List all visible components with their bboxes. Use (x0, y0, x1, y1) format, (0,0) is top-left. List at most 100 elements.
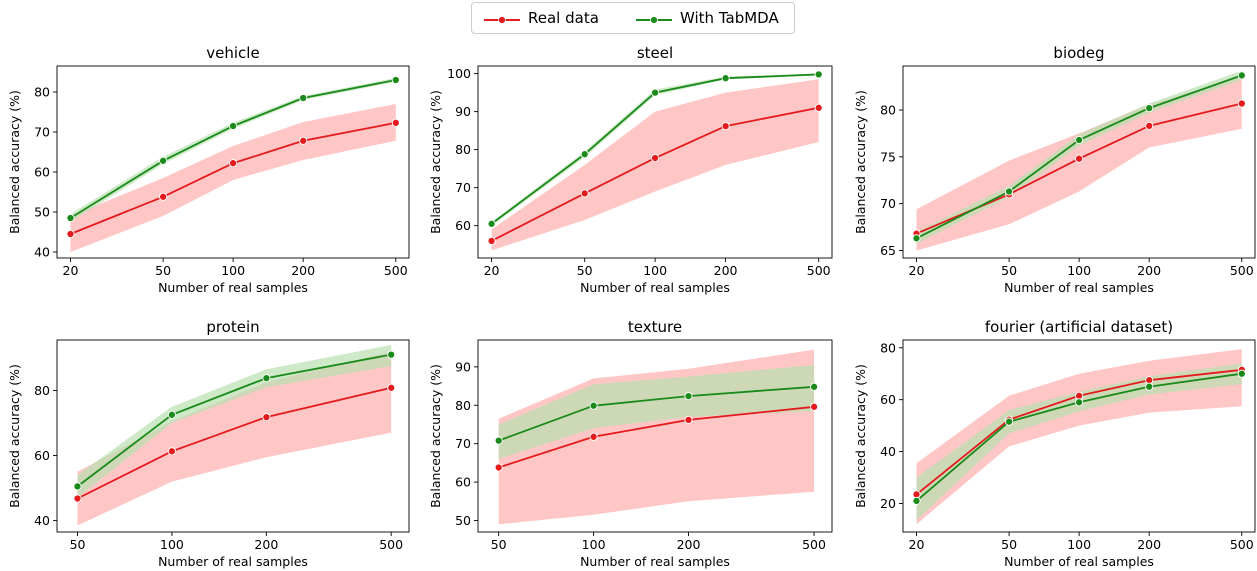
y-tick-label: 60 (455, 475, 471, 490)
legend-swatch-real (484, 16, 520, 24)
x-tick-label: 500 (1230, 263, 1254, 278)
series-line-real (498, 405, 815, 469)
data-point-real (167, 447, 176, 456)
x-tick-label: 20 (63, 263, 79, 278)
chart-panel-5: 20 50 100 200 500 20 40 60 80 fourier (artificial… (853, 318, 1256, 569)
legend-swatch-tabmda (636, 16, 672, 24)
chart-panel-0: 20 50 100 200 500 40 50 60 70 80 vehicle Number of … (7, 44, 410, 295)
axes-frame (56, 339, 410, 533)
data-point-real (494, 463, 503, 472)
y-tick-label: 80 (455, 142, 471, 157)
confidence-band-tabmda (498, 365, 815, 459)
y-tick-label: 80 (880, 340, 896, 355)
x-tick-label: 500 (807, 263, 831, 278)
chart-title: steel (637, 44, 673, 62)
x-axis-label: Number of real samples (580, 554, 730, 569)
x-axis-label: Number of real samples (1004, 280, 1154, 295)
legend: Real data With TabMDA (471, 2, 795, 34)
confidence-band-real (77, 351, 392, 526)
data-point-tabmda (721, 74, 730, 83)
x-tick-label: 100 (1067, 263, 1091, 278)
data-point-tabmda (912, 496, 921, 505)
x-tick-label: 50 (70, 537, 86, 552)
data-point-real (229, 159, 238, 168)
y-tick-label: 70 (455, 180, 471, 195)
y-tick-label: 80 (455, 398, 471, 413)
y-axis-label: Balanced accuracy (%) (428, 364, 443, 508)
data-point-real (487, 236, 496, 245)
x-tick-label: 500 (379, 537, 403, 552)
y-tick-label: 40 (880, 444, 896, 459)
chart-panel-2: 20 50 100 200 500 65 70 75 80 biodeg Number of rea… (853, 44, 1256, 295)
confidence-band-real (491, 79, 819, 251)
y-tick-label: 20 (880, 496, 896, 511)
confidence-band-real (70, 104, 396, 252)
y-axis-label: Balanced accuracy (%) (853, 364, 868, 508)
data-point-tabmda (1237, 369, 1246, 378)
x-tick-label: 20 (484, 263, 500, 278)
x-tick-label: 200 (714, 263, 738, 278)
axes-frame (477, 339, 833, 533)
data-point-real (73, 494, 82, 503)
data-point-real (1237, 99, 1246, 108)
y-tick-label: 60 (455, 218, 471, 233)
data-point-real (1145, 121, 1154, 130)
data-point-tabmda (229, 121, 238, 131)
y-tick-label: 60 (34, 165, 50, 180)
data-point-tabmda (167, 410, 176, 419)
x-tick-label: 50 (577, 263, 593, 278)
x-tick-label: 200 (677, 537, 701, 552)
series-line-tabmda (76, 353, 392, 488)
y-tick-label: 75 (880, 149, 896, 164)
legend-label-tabmda: With TabMDA (680, 9, 779, 27)
y-tick-label: 70 (34, 125, 50, 140)
data-point-tabmda (1005, 417, 1014, 426)
data-point-real (810, 402, 819, 411)
data-point-tabmda (159, 156, 168, 165)
y-axis-label: Balanced accuracy (%) (7, 364, 22, 508)
data-point-tabmda (684, 392, 693, 401)
y-tick-label: 100 (447, 66, 471, 81)
x-tick-label: 50 (1001, 537, 1017, 552)
y-tick-label: 40 (34, 513, 50, 528)
x-axis-label: Number of real samples (580, 280, 730, 295)
data-point-real (651, 153, 660, 163)
data-point-tabmda (391, 75, 400, 85)
series-line-real (77, 386, 392, 500)
y-tick-label: 80 (880, 103, 896, 118)
chart-title: texture (628, 318, 682, 336)
chart-title: protein (206, 318, 259, 336)
chart-title: biodeg (1053, 44, 1104, 62)
y-tick-label: 50 (34, 205, 50, 220)
data-point-real (684, 415, 693, 424)
data-point-real (299, 136, 308, 145)
x-tick-label: 100 (221, 263, 245, 278)
confidence-band-real (916, 77, 1242, 251)
x-tick-label: 50 (1001, 263, 1017, 278)
y-tick-label: 90 (455, 104, 471, 119)
data-point-tabmda (73, 482, 82, 491)
y-tick-label: 40 (34, 245, 50, 260)
chart-panel-4: 50 100 200 500 50 60 70 80 90 texture Number of re… (428, 318, 833, 569)
y-tick-label: 60 (34, 448, 50, 463)
x-tick-label: 500 (802, 537, 826, 552)
chart-title: vehicle (206, 44, 259, 62)
data-point-tabmda (494, 436, 503, 445)
y-tick-label: 90 (455, 359, 471, 374)
y-tick-label: 50 (455, 513, 471, 528)
data-point-tabmda (1075, 398, 1084, 407)
x-tick-label: 100 (1067, 537, 1091, 552)
data-point-tabmda (299, 93, 308, 103)
data-point-tabmda (387, 350, 396, 359)
x-tick-label: 200 (291, 263, 315, 278)
y-tick-label: 80 (34, 85, 50, 100)
data-point-tabmda (814, 70, 823, 79)
confidence-band-tabmda (916, 70, 1242, 244)
y-tick-label: 80 (34, 383, 50, 398)
data-point-tabmda (1145, 104, 1154, 113)
data-point-real (159, 192, 168, 201)
y-tick-label: 60 (880, 392, 896, 407)
data-point-real (580, 189, 589, 198)
x-tick-label: 200 (1137, 263, 1161, 278)
